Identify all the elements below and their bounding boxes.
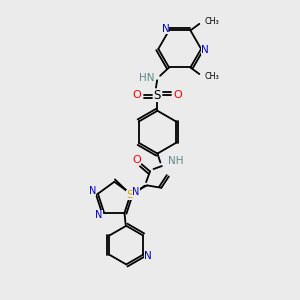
Text: N: N bbox=[201, 45, 208, 56]
Text: N: N bbox=[95, 210, 103, 220]
Text: S: S bbox=[154, 88, 161, 101]
Text: NH: NH bbox=[168, 156, 184, 166]
Text: N: N bbox=[132, 187, 140, 197]
Text: S: S bbox=[126, 190, 134, 200]
Text: O: O bbox=[132, 154, 141, 164]
Text: CH₃: CH₃ bbox=[205, 17, 219, 26]
Text: O: O bbox=[174, 90, 183, 100]
Text: N: N bbox=[162, 24, 169, 34]
Text: HN: HN bbox=[139, 73, 154, 83]
Text: N: N bbox=[144, 251, 152, 261]
Text: O: O bbox=[132, 90, 141, 100]
Text: CH₃: CH₃ bbox=[205, 72, 219, 81]
Text: N: N bbox=[89, 186, 96, 196]
